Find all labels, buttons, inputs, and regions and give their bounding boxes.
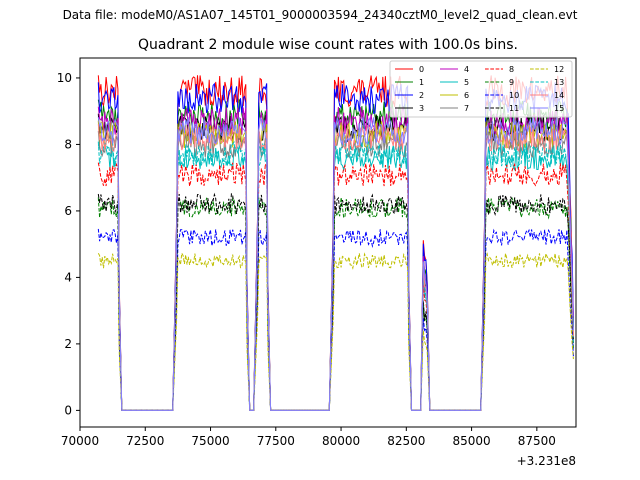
legend-label-11: 11 bbox=[509, 104, 519, 113]
series-line-8 bbox=[97, 162, 574, 411]
legend-label-0: 0 bbox=[419, 65, 424, 74]
x-tick-label: 77500 bbox=[257, 434, 295, 448]
x-tick-label: 82500 bbox=[387, 434, 425, 448]
legend-label-8: 8 bbox=[509, 65, 514, 74]
series-line-12 bbox=[97, 251, 574, 411]
legend-label-1: 1 bbox=[419, 78, 424, 87]
legend-label-3: 3 bbox=[419, 104, 424, 113]
legend-label-14: 14 bbox=[554, 91, 564, 100]
y-tick-label: 2 bbox=[64, 337, 72, 351]
x-offset-label: +3.231e8 bbox=[517, 454, 576, 468]
plot-area bbox=[80, 58, 576, 427]
legend-label-6: 6 bbox=[464, 91, 469, 100]
y-tick-label: 6 bbox=[64, 204, 72, 218]
y-tick-label: 10 bbox=[57, 71, 72, 85]
x-tick-label: 75000 bbox=[191, 434, 229, 448]
plot-frame bbox=[79, 57, 577, 428]
y-tick-label: 0 bbox=[64, 403, 72, 417]
legend-label-7: 7 bbox=[464, 104, 469, 113]
x-tick-label: 80000 bbox=[322, 434, 360, 448]
x-axis: 70000 72500 75000 77500 80000 82500 85000 87500 bbox=[61, 427, 556, 448]
x-tick-label: 70000 bbox=[61, 434, 99, 448]
x-tick-label: 85000 bbox=[452, 434, 490, 448]
x-tick-label: 72500 bbox=[126, 434, 164, 448]
legend-label-2: 2 bbox=[419, 91, 424, 100]
chart-suptitle: Data file: modeM0/AS1A07_145T01_90000035… bbox=[63, 8, 578, 22]
y-tick-label: 4 bbox=[64, 270, 72, 284]
legend-label-5: 5 bbox=[464, 78, 469, 87]
legend-label-15: 15 bbox=[554, 104, 564, 113]
series-layer bbox=[97, 75, 574, 411]
y-tick-label: 8 bbox=[64, 137, 72, 151]
chart-title: Quadrant 2 module wise count rates with … bbox=[138, 37, 518, 53]
y-axis: 0 2 4 6 8 10 bbox=[57, 71, 80, 417]
legend-label-12: 12 bbox=[554, 65, 564, 74]
legend-label-9: 9 bbox=[509, 78, 514, 87]
legend-box bbox=[389, 60, 573, 118]
series-line-11 bbox=[97, 192, 574, 411]
legend-label-10: 10 bbox=[509, 91, 519, 100]
x-tick-label: 87500 bbox=[518, 434, 556, 448]
legend-label-13: 13 bbox=[554, 78, 564, 87]
series-line-15 bbox=[97, 116, 574, 411]
legend-label-4: 4 bbox=[464, 65, 469, 74]
